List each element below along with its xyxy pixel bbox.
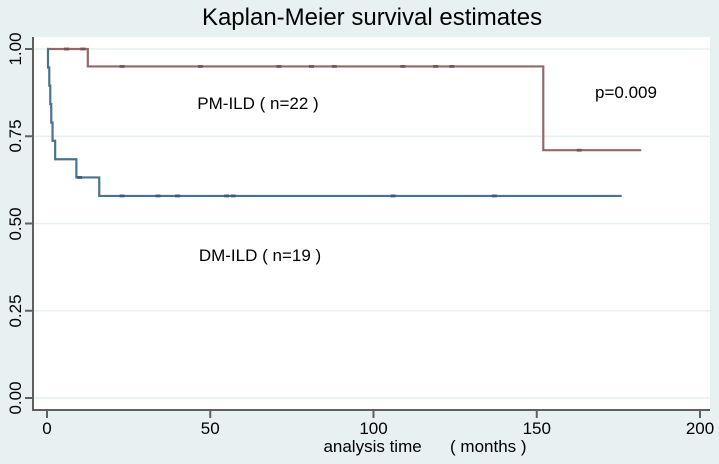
dm-ild-censor-mark	[119, 194, 125, 198]
x-tick-label-150: 150	[522, 419, 551, 438]
pm-ild-censor-mark	[119, 65, 125, 68]
x-tick-label-0: 0	[42, 419, 52, 438]
chart-title: Kaplan-Meier survival estimates	[201, 4, 543, 31]
pm-ild-censor-mark	[308, 65, 314, 68]
p-value-annotation: p=0.009	[595, 83, 657, 102]
axes	[25, 37, 710, 418]
x-axis-label: analysis time ( months )	[323, 437, 527, 456]
pm-ild-censor-mark	[276, 65, 282, 68]
y-tick-label-0.25: 0.25	[6, 294, 25, 328]
pm-ild-censor-mark	[197, 65, 203, 68]
dm-ild-censor-mark	[175, 194, 181, 198]
y-tick-label-0.75: 0.75	[6, 119, 25, 153]
x-tick-label-100: 100	[359, 419, 388, 438]
y-tick-label-0.00: 0.00	[6, 381, 25, 415]
dm-ild-censor-mark	[77, 176, 83, 179]
pm-ild-censor-mark	[400, 65, 406, 68]
x-tick-label-50: 50	[200, 419, 220, 438]
pm-ild-censor-mark	[80, 47, 86, 51]
x-tick-label-200: 200	[685, 419, 715, 438]
pm-ild-series-label: PM-ILD ( n=22 )	[197, 94, 319, 113]
y-tick-label-1.00: 1.00	[6, 32, 25, 66]
dm-ild-censor-mark	[491, 194, 497, 198]
pm-ild-censor-mark	[64, 47, 70, 51]
pm-ild-censor-mark	[433, 65, 439, 68]
dm-ild-series-label: DM-ILD ( n=19 )	[198, 246, 322, 265]
gridlines	[34, 48, 710, 399]
pm-ild-censor-mark	[331, 65, 337, 68]
dm-ild-censor-mark	[390, 194, 396, 198]
pm-ild-survival-curve	[47, 47, 642, 152]
pm-ild-censor-mark	[576, 148, 582, 152]
dm-ild-censor-mark	[230, 194, 236, 198]
dm-ild-censor-mark	[155, 194, 161, 198]
y-tick-label-0.50: 0.50	[6, 206, 25, 241]
pm-ild-censor-mark	[449, 65, 455, 68]
dm-ild-survival-curve	[46, 47, 622, 198]
dm-ild-censor-mark	[224, 194, 230, 198]
